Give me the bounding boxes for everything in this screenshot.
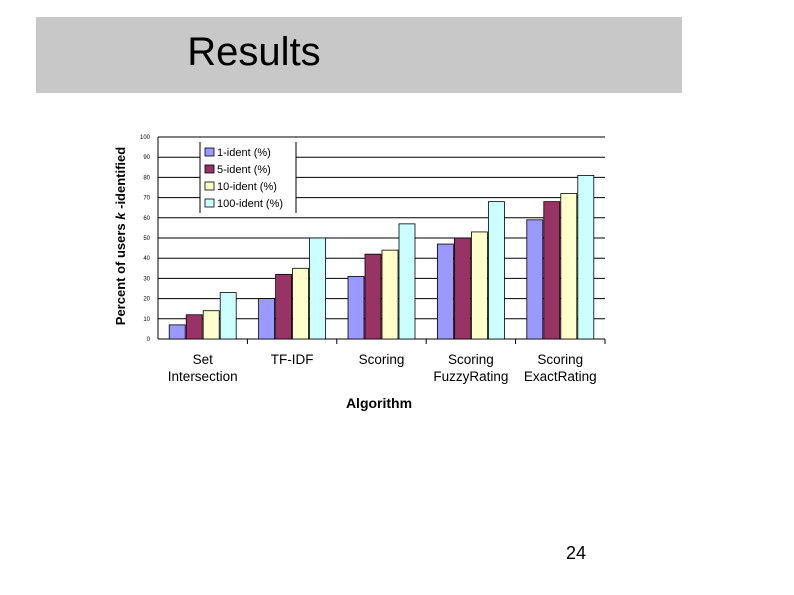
x-tick-label: Set xyxy=(193,352,214,367)
y-axis-title-part-3: -identified xyxy=(113,147,128,213)
bar xyxy=(258,298,276,340)
bar xyxy=(453,237,471,340)
bar xyxy=(436,243,454,340)
bar xyxy=(543,201,561,340)
y-tick-label: 0 xyxy=(147,337,151,343)
x-tick-label: Scoring xyxy=(359,352,405,367)
x-tick-label: Scoring xyxy=(537,352,583,367)
x-tick-labels: Set Intersection TF-IDF Scoring Scoring Fuzzy… xyxy=(168,352,597,384)
bar xyxy=(185,314,203,340)
x-axis-title: Algorithm xyxy=(346,395,412,411)
legend-label: 100-ident (%) xyxy=(217,198,283,210)
y-tick-label: 50 xyxy=(143,236,150,242)
bar xyxy=(202,310,220,340)
bar xyxy=(219,292,237,340)
y-tick-label: 30 xyxy=(143,276,150,282)
y-tick-label: 10 xyxy=(143,317,150,323)
legend-label: 10-ident (%) xyxy=(217,181,277,193)
x-tick-label: Scoring xyxy=(448,352,494,367)
bar xyxy=(364,253,382,340)
legend-label: 5-ident (%) xyxy=(217,164,271,176)
legend-label: 1-ident (%) xyxy=(217,147,271,159)
bar xyxy=(168,324,186,340)
bar xyxy=(470,231,488,340)
bars xyxy=(168,174,595,340)
y-tick-label: 100 xyxy=(140,135,151,141)
page-number: 24 xyxy=(566,543,587,563)
x-tick-label: TF-IDF xyxy=(271,352,314,367)
y-tick-label: 70 xyxy=(143,196,150,202)
bar xyxy=(292,267,310,340)
bar xyxy=(347,275,365,340)
y-tick-label: 80 xyxy=(143,175,150,181)
title-band xyxy=(36,17,682,93)
y-tick-labels: 0 10 20 30 40 50 60 70 80 90 100 xyxy=(140,135,151,343)
bar xyxy=(275,273,293,340)
y-tick-label: 20 xyxy=(143,297,150,303)
bar xyxy=(526,219,544,340)
legend-swatch xyxy=(204,147,215,157)
bar xyxy=(577,174,595,340)
legend-swatch xyxy=(204,198,215,208)
x-tick-label: Intersection xyxy=(168,369,238,384)
legend-box xyxy=(200,142,296,213)
x-tick-label: FuzzyRating xyxy=(433,369,508,384)
y-tick-label: 90 xyxy=(143,155,150,161)
bar xyxy=(309,237,327,340)
legend-swatch xyxy=(204,164,215,174)
y-axis-title: Percent of users k -identified xyxy=(113,147,128,326)
slide-title: Results xyxy=(187,30,321,74)
y-tick-label: 40 xyxy=(143,256,150,262)
legend-swatch xyxy=(204,181,215,191)
bar xyxy=(398,223,416,340)
legend: 1-ident (%) 5-ident (%) 10-ident (%) 100-id… xyxy=(199,142,297,213)
y-axis-title-part-1: Percent of users xyxy=(113,220,128,326)
bar xyxy=(381,249,399,340)
y-tick-label: 60 xyxy=(143,216,150,222)
y-axis-title-part-2: k xyxy=(113,212,128,220)
bar xyxy=(560,193,578,340)
bar xyxy=(487,201,505,340)
x-tick-label: ExactRating xyxy=(524,369,597,384)
